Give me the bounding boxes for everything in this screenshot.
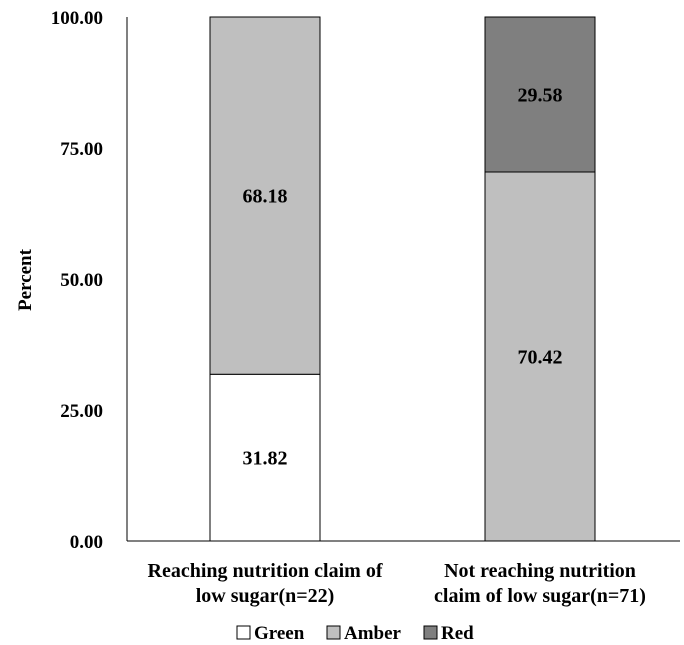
y-tick-label: 75.00 [60,139,103,160]
y-tick-label: 100.00 [51,8,103,29]
bar-segment-red [484,16,596,173]
data-label: 29.58 [518,84,563,106]
category-label: low sugar(n=22) [196,585,335,607]
y-tick-label: 0.00 [70,532,103,553]
bar-segment-green [209,373,321,542]
legend-swatch-amber [326,625,341,640]
category-label: claim of low sugar(n=71) [434,585,646,607]
bar-segment-amber [209,16,321,375]
category-labels: Reaching nutrition claim of low sugar(n=2… [148,560,646,607]
legend-label-amber: Amber [344,623,402,644]
category-label: Not reaching nutrition [444,560,636,582]
legend: Green Amber Red [236,623,474,644]
legend-label-red: Red [441,623,474,644]
y-tick-label: 50.00 [60,270,103,291]
y-axis-ticks: 0.00 25.00 50.00 75.00 100.00 [51,8,103,553]
legend-label-green: Green [254,623,305,644]
y-axis-label: Percent [15,248,36,311]
category-label: Reaching nutrition claim of [148,560,383,582]
data-label: 68.18 [243,186,288,208]
data-label: 70.42 [518,346,563,368]
data-labels: 31.82 68.18 70.42 29.58 [243,84,563,469]
legend-swatch-green [236,625,251,640]
bars [209,16,596,542]
y-tick-label: 25.00 [60,401,103,422]
legend-swatch-red [423,625,438,640]
data-label: 31.82 [243,448,288,470]
